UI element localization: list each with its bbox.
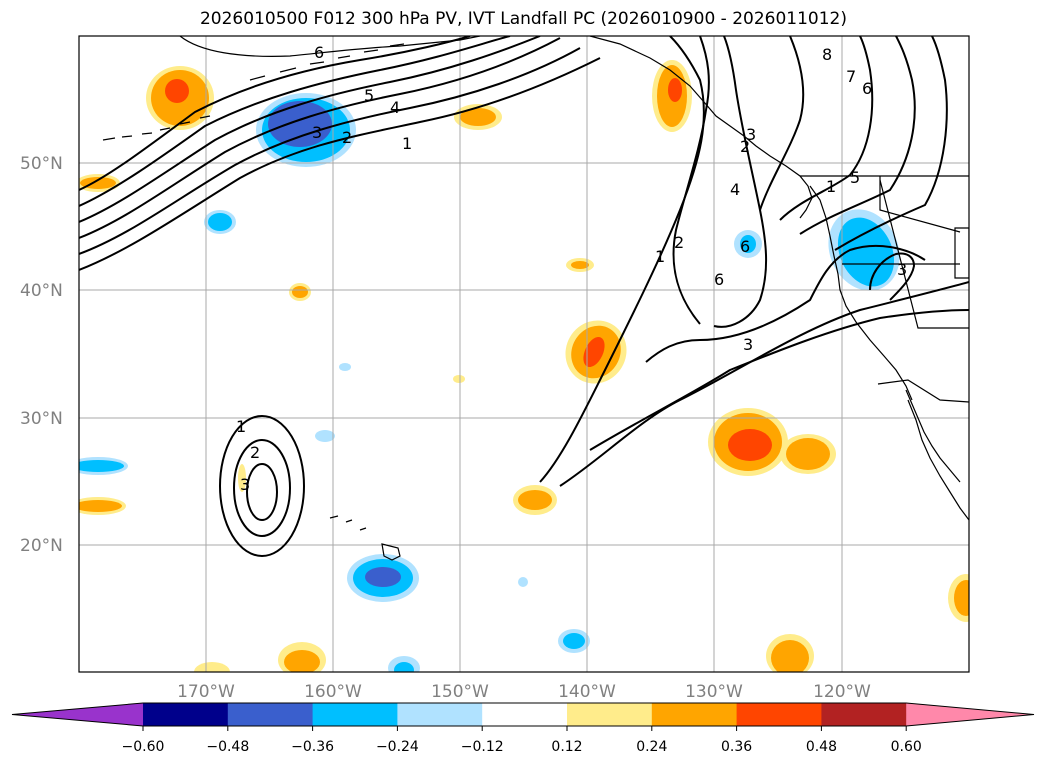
ivt-blob-positive: [786, 438, 830, 470]
lon-label: 150°W: [431, 682, 489, 702]
ivt-blob-positive: [79, 500, 122, 512]
ivt-blob-positive: [238, 464, 246, 492]
ivt-blob-positive: [954, 580, 969, 616]
ivt-blob-positive: [194, 662, 230, 672]
ivt-blob-positive: [518, 490, 552, 510]
ivt-blob-negative: [837, 217, 895, 287]
contour-label: 6: [862, 79, 872, 98]
colorbar-segment: [821, 703, 907, 726]
ivt-blob-positive: [668, 78, 682, 102]
lon-labels: 170°W 160°W 150°W 140°W 130°W 120°W: [177, 682, 871, 702]
contour-label: 3: [897, 260, 907, 279]
contour-label: 1: [826, 177, 836, 196]
colorbar-labels: −0.60 −0.48 −0.36 −0.24 −0.12 0.12 0.24 0.36 0.4…: [122, 739, 922, 755]
contour-label: 3: [743, 335, 753, 354]
lat-label: 20°N: [20, 536, 63, 556]
contour-label: 2: [674, 233, 684, 252]
pv-contour-labels: 1 2 3 4 5 6 1 2 3 4 6 1 2 3 8 7 6 5 3 1 …: [236, 43, 907, 494]
colorbar-segment: [567, 703, 653, 726]
lat-label: 50°N: [20, 154, 63, 174]
map-frame: [78, 35, 970, 673]
colorbar-tick-label: −0.48: [206, 739, 249, 755]
coastlines: [102, 36, 969, 561]
gridlines: [79, 36, 969, 672]
ivt-shading: [79, 60, 969, 672]
ivt-blob-positive: [165, 79, 189, 103]
ivt-blob-negative: [740, 235, 756, 253]
colorbar-tick-label: 0.60: [891, 739, 922, 755]
ivt-blob-negative: [365, 567, 401, 587]
colorbar-tick-label: 0.36: [721, 739, 752, 755]
colorbar-tick-label: 0.12: [551, 739, 582, 755]
colorbar-tick-label: −0.12: [461, 739, 504, 755]
lat-label: 40°N: [20, 281, 63, 301]
contour-label: 4: [730, 180, 740, 199]
colorbar-segment: [312, 703, 398, 726]
contour-label: 7: [846, 67, 856, 86]
contour-label: 3: [746, 125, 756, 144]
contour-label: 8: [822, 45, 832, 64]
ivt-blob-positive: [728, 429, 772, 461]
ivt-blob-positive: [292, 286, 308, 298]
contour-label: 3: [312, 123, 322, 142]
contour-label: 4: [390, 98, 400, 117]
colorbar-tick-label: −0.60: [122, 739, 165, 755]
contour-label: 2: [740, 137, 750, 156]
contour-label: 3: [240, 475, 250, 494]
ivt-blob-positive: [583, 337, 605, 367]
ivt-blob-positive: [571, 261, 589, 269]
map-panel: [79, 36, 969, 672]
map-title: 2026010500 F012 300 hPa PV, IVT Landfall…: [199, 9, 847, 29]
ivt-blob-negative: [394, 662, 414, 672]
colorbar-tick-label: −0.24: [376, 739, 419, 755]
contour-label: 6: [714, 270, 724, 289]
colorbar-tick-label: 0.24: [636, 739, 667, 755]
contour-label: 6: [314, 43, 324, 62]
colorbar-segment: [482, 703, 568, 726]
colorbar-extend-max: [906, 703, 1034, 726]
colorbar-segment: [143, 703, 229, 726]
lon-label: 140°W: [558, 682, 616, 702]
contour-label: 1: [402, 134, 412, 153]
lon-label: 120°W: [813, 682, 871, 702]
ivt-blob-positive: [284, 650, 320, 672]
colorbar-segment: [736, 703, 822, 726]
colorbar-extend-min: [12, 703, 143, 726]
lon-label: 160°W: [304, 682, 362, 702]
ivt-blob-negative: [79, 460, 124, 472]
ivt-blob-negative: [315, 430, 335, 442]
colorbar-segment: [397, 703, 483, 726]
contour-label: 5: [364, 86, 374, 105]
lon-label: 130°W: [685, 682, 743, 702]
colorbar-tick-label: 0.48: [806, 739, 837, 755]
contour-label: 6: [740, 237, 750, 256]
ivt-blob-positive: [771, 640, 809, 672]
contour-label: 2: [250, 443, 260, 462]
contour-label: 1: [236, 417, 246, 436]
colorbar-tick-label: −0.36: [291, 739, 334, 755]
contour-label: 5: [850, 168, 860, 187]
lat-labels: 50°N 40°N 30°N 20°N: [20, 154, 63, 556]
colorbar: [11, 702, 1035, 731]
lat-label: 30°N: [20, 409, 63, 429]
ivt-blob-positive: [453, 375, 465, 383]
colorbar-segment: [651, 703, 738, 726]
contour-label: 2: [342, 128, 352, 147]
ivt-blob-negative: [268, 101, 332, 147]
pv-contours: [79, 36, 969, 557]
ivt-blob-negative: [339, 363, 351, 371]
colorbar-segment: [227, 703, 314, 726]
contour-label: 1: [655, 247, 665, 266]
ivt-blob-negative: [208, 213, 232, 231]
ivt-blob-positive: [460, 108, 496, 126]
ivt-blob-negative: [563, 633, 585, 649]
ivt-blob-negative: [518, 577, 528, 587]
lon-label: 170°W: [177, 682, 235, 702]
